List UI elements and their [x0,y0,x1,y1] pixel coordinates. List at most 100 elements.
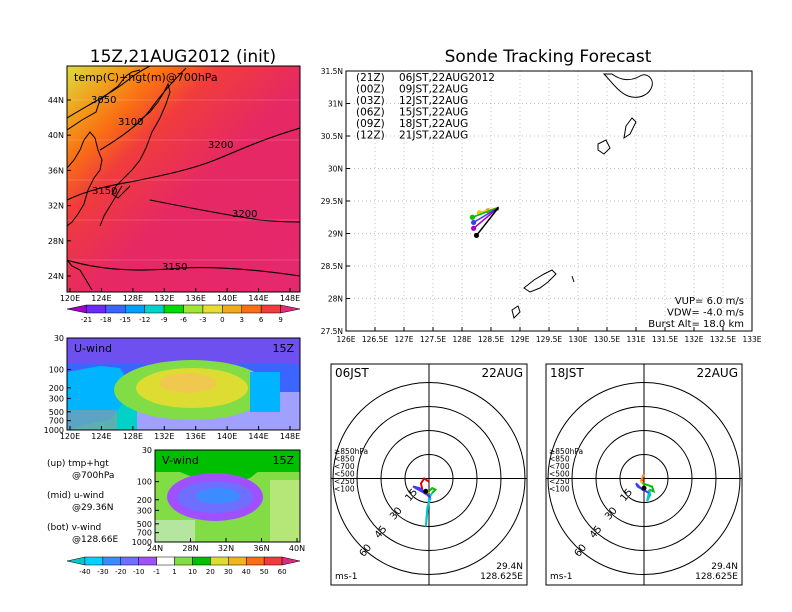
hodograph-level-legend: ≥850hPa [549,447,583,456]
tracking-grid [346,71,752,331]
wind-colorbar-label-20: 20 [206,568,215,576]
vwind-x-tick-36N: 36N [253,544,269,553]
hodograph-level-legend: <250 [549,477,570,486]
map-y-tick-36N: 36N [48,166,64,175]
uwind-x-tick-132E: 132E [154,432,174,441]
hodograph-lat: 29.4N [711,562,738,572]
temp-colorbar-swatch [144,304,165,314]
hodograph-level-legend: <250 [334,477,355,486]
legend-utc: (03Z) [356,95,385,107]
wind-colorbar-swatch [138,556,157,566]
contour-3050 [67,66,151,119]
uwind-x-tick-140E: 140E [217,432,237,441]
coast-ryukyu [99,185,123,227]
map-x-tick-124E: 124E [91,294,111,303]
map-y-tick-28N: 28N [48,237,64,246]
uwind-y-tick-1000: 1000 [44,426,64,435]
right-title: Sonde Tracking Forecast [445,47,652,67]
uwind-field [67,338,300,430]
temp-colorbar-label-3: 3 [240,316,244,324]
hodograph-segment [639,473,645,483]
uwind-y-tick-30: 30 [54,334,64,343]
contour-label-3100: 3100 [118,117,143,128]
uwind-x-tick-136E: 136E [186,432,206,441]
island-tiny [571,275,575,283]
map-x-tick-120E: 120E [60,294,80,303]
temp-colorbar-label--21: -21 [81,316,92,324]
hodograph-segment [646,489,652,502]
hodograph-level-legend: <700 [334,462,355,471]
tracking-x-tick-130.5E: 130.5E [594,335,620,344]
map-x-tick-140E: 140E [217,294,237,303]
tracking-x-tick-128.5E: 128.5E [478,335,504,344]
hodograph-level-legend: <100 [334,485,355,494]
sonde-track-line [475,207,500,236]
tracking-x-tick-129E: 129E [510,335,529,344]
contour-label-3150: 3150 [162,262,187,273]
hodograph-level-legend: <500 [334,470,355,479]
hodograph-level-legend: <700 [549,462,570,471]
tracking-y-tick-31N: 31N [328,100,343,109]
uwind-y-tick-300: 300 [49,394,64,403]
sonde-tracks [469,206,500,239]
map-grid [67,99,300,261]
island-small-1 [623,117,637,140]
vwind-y-tick-300: 300 [137,506,152,515]
tracking-x-tick-126E: 126E [336,335,355,344]
tracking-legend: (21Z) 06JST,22AUG2012 (00Z) 09JST,22AUG (03Z… [356,72,495,142]
hodograph-end-point [423,488,429,494]
tracking-x-tick-132.5E: 132.5E [710,335,736,344]
vwind-y-tick-200: 200 [137,496,152,505]
legend-jst: 15JST,22AUG [399,107,468,119]
tracking-islands [511,73,653,319]
temp-colorbar-swatch [241,304,262,314]
legend-line-main: (bot) v-wind [47,523,101,533]
temperature-field [67,66,300,292]
map-panel-label: temp(C)+hgt(m)@700hPa [74,71,218,84]
map-frame [66,65,301,293]
uwind-x-tick-120E: 120E [60,432,80,441]
vwind-x-ticks: 24N 28N 32N 36N 40N [147,538,305,553]
contour-label-3050: 3050 [91,95,116,106]
tracking-y-tick-31.5N: 31.5N [321,67,343,76]
vwind-y-tick-1000: 1000 [132,538,152,547]
tracking-map: (21Z) 06JST,22AUG2012 (00Z) 09JST,22AUG (03Z… [321,67,762,344]
temp-colorbar-swatch [222,304,242,314]
legend-jst: 09JST,22AUG [399,84,468,96]
hodograph-unit: ms-1 [550,572,572,582]
island-small-2 [597,139,611,155]
vwind-y-tick-100: 100 [137,478,152,487]
hodograph-level-legend: <100 [549,485,570,494]
tracking-x-tick-132E: 132E [684,335,703,344]
wind-colorbar-label-40: 40 [242,568,251,576]
tracking-x-tick-128E: 128E [452,335,471,344]
hodograph-segment [428,486,438,494]
left-title: 15Z,21AUG2012 (init) [90,47,276,67]
map-x-tick-132E: 132E [154,294,174,303]
hodograph-lon: 128.625E [480,572,523,582]
legend-line-sub: @700hPa [72,471,114,481]
wind-colorbar-label-50: 50 [260,568,269,576]
temp-colorbar-label--3: -3 [199,316,206,324]
tracking-x-ticks: 126E 126.5E 127E 127.5E 128E 128.5E 129E 129.5E… [336,327,762,344]
map-x-tick-144E: 144E [248,294,268,303]
contour-3150-south [67,259,300,277]
wind-colorbar-label--10: -10 [133,568,144,576]
tracking-x-tick-133E: 133E [742,335,761,344]
panel-legend: (up) tmp+hgt @700hPa (mid) u-wind @29.36N (b… [47,459,118,545]
uwind-x-tick-144E: 144E [248,432,268,441]
map-y-tick-32N: 32N [48,202,64,211]
map-y-ticks: 44N 40N 36N 32N 28N 24N [48,96,71,281]
vwind-field [155,450,300,542]
wind-colorbar-swatch [174,556,193,566]
map-x-tick-148E: 148E [280,294,300,303]
uwind-x-tick-128E: 128E [123,432,143,441]
vwind-y-tick-500: 500 [137,520,152,529]
tracking-x-tick-130E: 130E [568,335,587,344]
uwind-x-tick-148E: 148E [280,432,300,441]
